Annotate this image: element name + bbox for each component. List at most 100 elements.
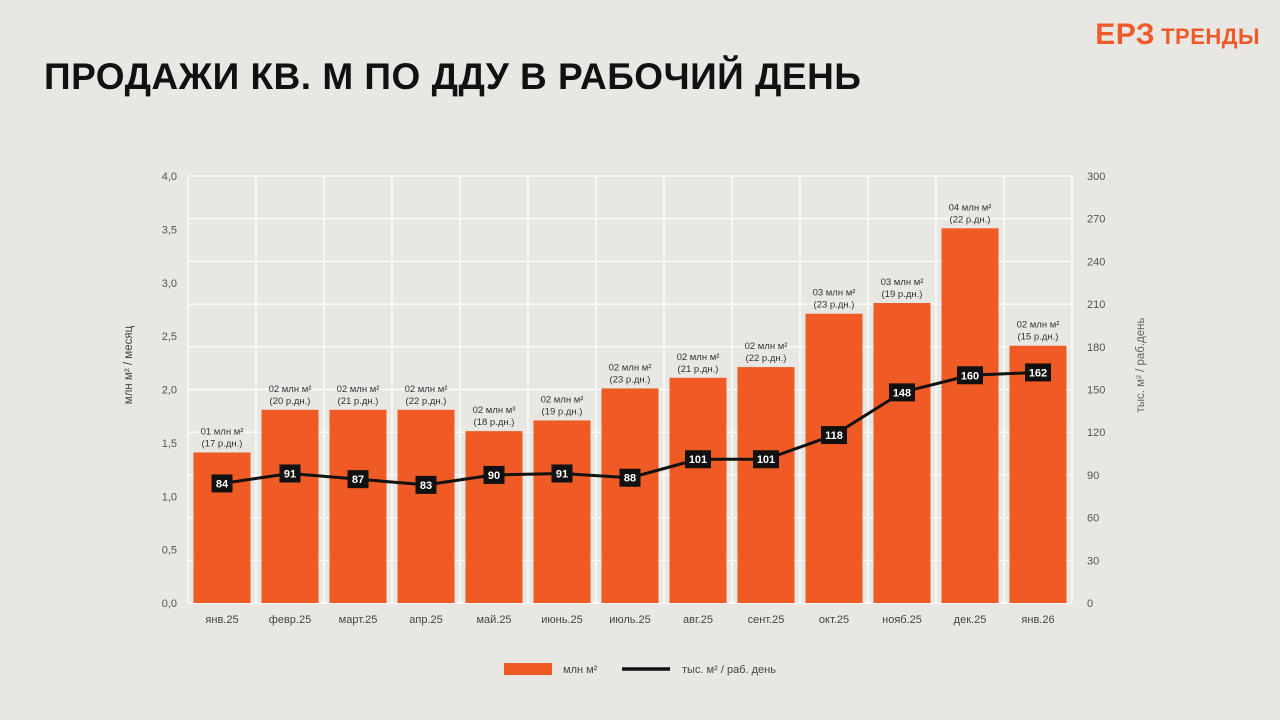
y2-tick-label: 90 (1087, 470, 1099, 482)
x-tick-label: май.25 (476, 614, 511, 626)
x-tick-label: дек.25 (954, 614, 987, 626)
bar-data-label-days: (22 р.дн.) (950, 214, 991, 225)
line-point-label: 84 (216, 478, 229, 490)
bar-data-label: 03 млн м² (881, 277, 924, 288)
bar (737, 367, 795, 603)
line-point-label: 88 (624, 473, 636, 485)
bar (601, 388, 659, 603)
line-point-marker (1025, 363, 1051, 382)
y2-tick-label: 240 (1087, 256, 1105, 268)
line-point-label: 160 (961, 370, 979, 382)
y2-tick-label: 0 (1087, 598, 1093, 610)
line-point-label: 101 (689, 454, 707, 466)
legend-line-label: тыс. м² / раб. день (682, 664, 776, 676)
x-tick-label: июнь.25 (541, 614, 583, 626)
logo-main: ЕРЗ (1095, 18, 1156, 51)
y-tick-label: 2,5 (162, 331, 177, 343)
bar (941, 228, 999, 603)
bar-data-label-days: (18 р.дн.) (474, 417, 515, 428)
bar (669, 377, 727, 603)
y2-tick-label: 300 (1087, 171, 1105, 183)
bar-data-label: 02 млн м² (269, 384, 312, 395)
line-point-label: 91 (556, 468, 568, 480)
bar-data-label: 01 млн м² (201, 426, 244, 437)
line-point-label: 162 (1029, 367, 1047, 379)
bar-data-label: 02 млн м² (405, 384, 448, 395)
bar (873, 303, 931, 603)
y-tick-label: 1,5 (162, 438, 177, 450)
x-tick-label: авг.25 (683, 614, 713, 626)
bar-data-label-days: (15 р.дн.) (1018, 332, 1059, 343)
y2-tick-label: 30 (1087, 555, 1099, 567)
page-title: ПРОДАЖИ КВ. М ПО ДДУ В РАБОЧИЙ ДЕНЬ (44, 56, 862, 97)
bar (533, 420, 591, 603)
legend-bar-label: млн м² (563, 664, 598, 676)
y-axis-title: млн м² / месяц (123, 325, 135, 404)
brand-logo: ЕРЗ ТРЕНДЫ (1095, 18, 1260, 52)
y2-tick-label: 120 (1087, 427, 1105, 439)
line-point-marker (957, 366, 983, 385)
bar-data-label-days: (22 р.дн.) (406, 396, 447, 407)
line-point-marker (415, 475, 437, 494)
y-tick-label: 0,0 (162, 598, 177, 610)
line-point-marker (211, 474, 233, 493)
line-point-label: 90 (488, 470, 500, 482)
line-point-marker (889, 383, 915, 402)
y2-tick-label: 60 (1087, 513, 1099, 525)
x-tick-label: апр.25 (409, 614, 442, 626)
bar-data-label-days: (23 р.дн.) (610, 374, 651, 385)
bar-data-label-days: (19 р.дн.) (542, 406, 583, 417)
bar-data-label: 04 млн м² (949, 202, 992, 213)
y-tick-label: 1,0 (162, 491, 177, 503)
y-tick-label: 3,0 (162, 278, 177, 290)
line-point-marker (279, 464, 301, 483)
y2-tick-label: 150 (1087, 385, 1105, 397)
x-tick-label: окт.25 (819, 614, 849, 626)
bar-data-label: 02 млн м² (337, 384, 380, 395)
line-point-label: 83 (420, 480, 432, 492)
bar (397, 409, 455, 603)
bar-data-label-days: (21 р.дн.) (338, 396, 379, 407)
bar-data-label: 02 млн м² (677, 352, 720, 363)
bar-data-label: 02 млн м² (609, 362, 652, 373)
bar-data-label-days: (20 р.дн.) (270, 396, 311, 407)
bar-data-label-days: (19 р.дн.) (882, 289, 923, 300)
logo-sub: ТРЕНДЫ (1161, 24, 1260, 49)
bar (329, 409, 387, 603)
x-tick-label: янв.25 (205, 614, 238, 626)
bar-data-label-days: (17 р.дн.) (202, 438, 243, 449)
y2-tick-label: 210 (1087, 299, 1105, 311)
bar (1009, 345, 1067, 603)
line-point-label: 101 (757, 454, 775, 466)
y-tick-label: 0,5 (162, 545, 177, 557)
line-point-label: 148 (893, 387, 911, 399)
bar-data-label: 02 млн м³ (473, 405, 516, 416)
bar-data-label-days: (23 р.дн.) (814, 300, 855, 311)
y2-tick-label: 180 (1087, 342, 1105, 354)
x-tick-label: июль.25 (609, 614, 651, 626)
y2-tick-label: 270 (1087, 214, 1105, 226)
line-point-marker (483, 465, 505, 484)
line-point-marker (619, 468, 641, 487)
line-point-label: 91 (284, 468, 296, 480)
bar (805, 313, 863, 603)
y-tick-label: 4,0 (162, 171, 177, 183)
bar-data-label: 02 млн м² (745, 341, 788, 352)
bar-data-label-days: (21 р.дн.) (678, 364, 719, 375)
line-point-label: 87 (352, 474, 364, 486)
y2-axis-title: тыс. м² / раб.день (1135, 317, 1147, 412)
line-point-label: 118 (825, 430, 843, 442)
line-point-marker (551, 464, 573, 483)
line-point-marker (821, 426, 847, 445)
y-tick-label: 2,0 (162, 385, 177, 397)
bar-data-label: 03 млн м² (813, 288, 856, 299)
bar (465, 431, 523, 603)
x-tick-label: февр.25 (269, 614, 311, 626)
line-point-marker (753, 450, 779, 469)
line-point-marker (347, 470, 369, 489)
x-tick-label: янв.26 (1021, 614, 1054, 626)
x-tick-label: сент.25 (748, 614, 785, 626)
x-tick-label: март.25 (339, 614, 378, 626)
bar-data-label-days: (22 р.дн.) (746, 353, 787, 364)
